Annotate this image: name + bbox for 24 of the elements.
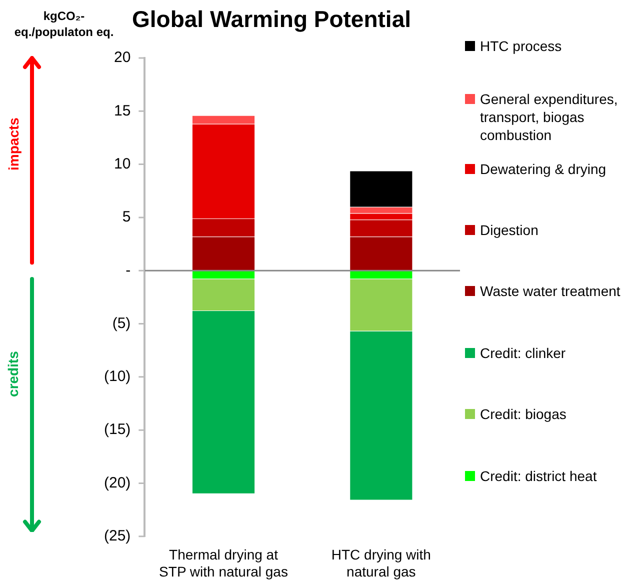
y-axis-title: kgCO₂-eq./populaton eq. bbox=[13, 8, 115, 40]
y-tick-label: 10 bbox=[114, 155, 131, 172]
legend-label: General expenditures, transport, biogas combustion bbox=[480, 90, 619, 144]
legend-label: Dewatering & drying bbox=[480, 160, 606, 178]
legend-label: Credit: clinker bbox=[480, 344, 566, 362]
legend-label: Digestion bbox=[480, 221, 538, 240]
y-tick-label: (15) bbox=[104, 421, 131, 438]
y-tick-label: (20) bbox=[104, 474, 131, 492]
y-tick-label: (10) bbox=[104, 368, 131, 386]
text: credits bbox=[4, 350, 21, 396]
y-tick-label: 5 bbox=[122, 208, 131, 226]
legend-label: Waste water treatment bbox=[480, 282, 620, 300]
y-tick-label: (5) bbox=[112, 314, 131, 332]
chart-title: Global Warming Potential bbox=[132, 6, 411, 33]
legend-label: HTC process bbox=[480, 37, 562, 55]
y-tick-label: (25) bbox=[104, 528, 131, 545]
y-tick-label: - bbox=[126, 262, 131, 279]
legend-label: Credit: biogas bbox=[480, 405, 566, 424]
y-tick-label: 20 bbox=[114, 49, 131, 66]
y-tick-label: 15 bbox=[114, 102, 131, 120]
legend-label: Credit: district heat bbox=[480, 466, 597, 485]
text: impacts bbox=[4, 118, 21, 171]
x-tick-label: Thermal drying at STP with natural gas bbox=[159, 546, 288, 580]
x-tick-label: HTC drying with natural gas bbox=[331, 546, 431, 580]
